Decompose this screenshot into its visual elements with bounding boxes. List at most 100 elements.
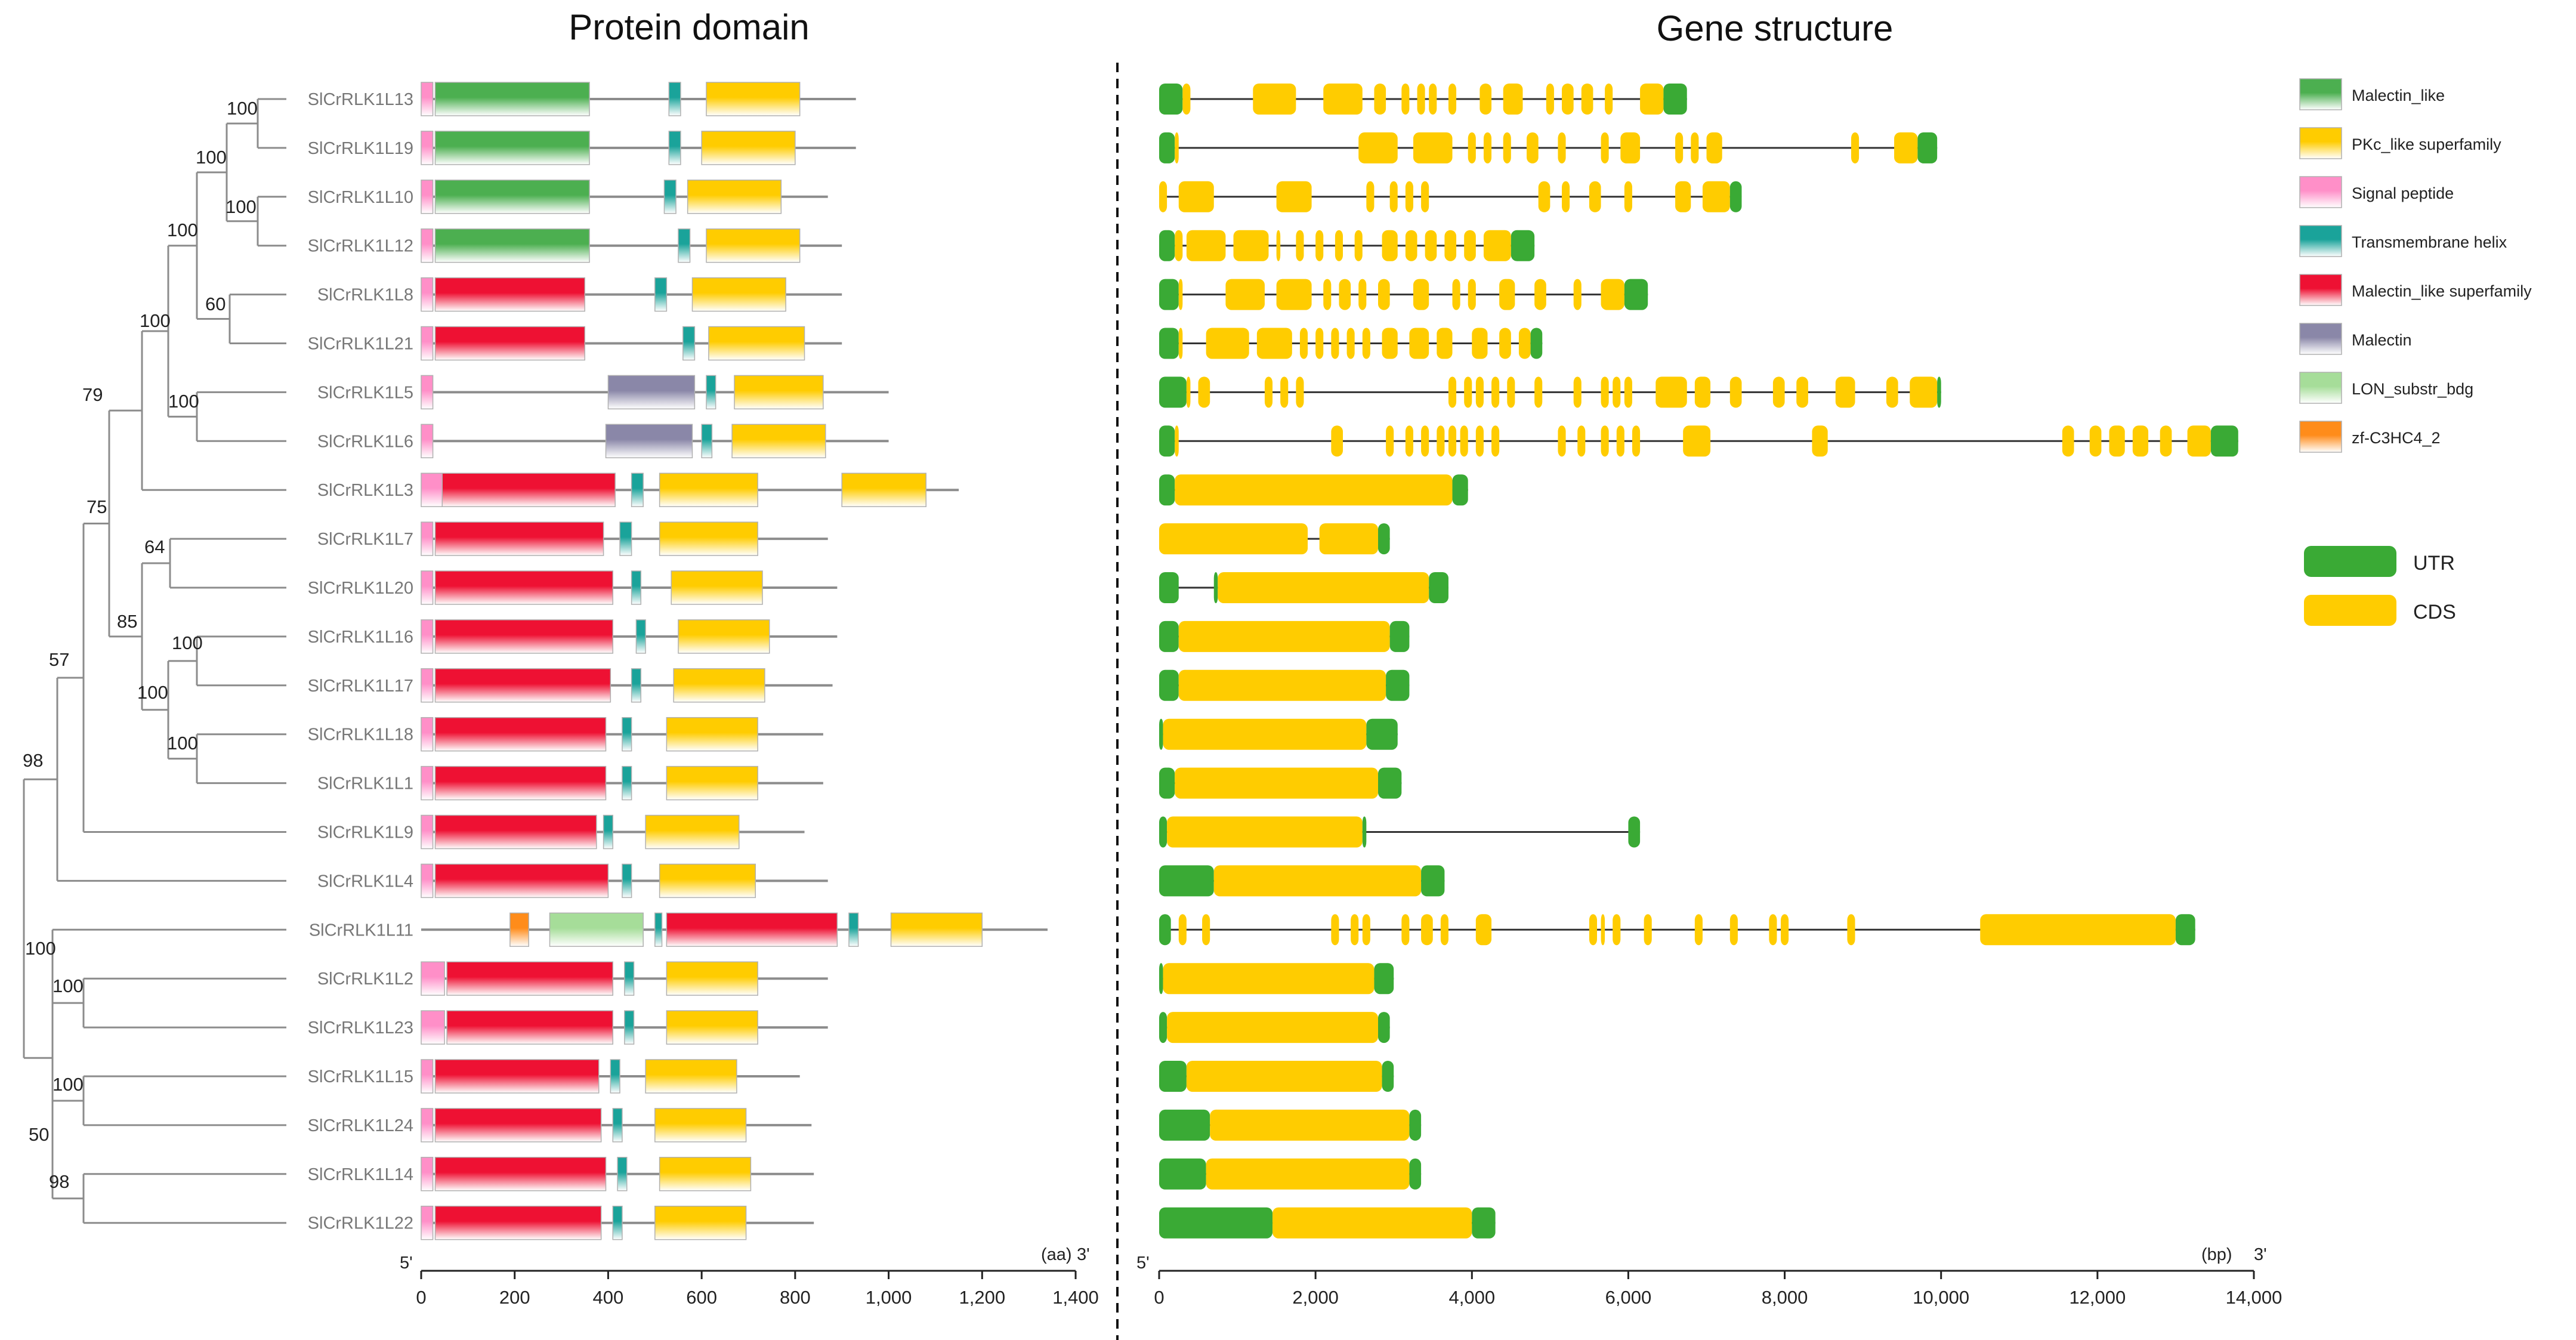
bootstrap-value: 85 — [117, 611, 137, 632]
domain-transmembrane-helix — [848, 912, 859, 947]
gene-row — [1159, 914, 2195, 946]
cds-segment — [1178, 669, 1386, 701]
cds-segment — [1163, 963, 1375, 995]
gene-label-slcrrlk1l22: SlCrRLK1L22 — [308, 1214, 413, 1233]
cds-segment — [1296, 376, 1304, 408]
cds-segment — [1624, 376, 1632, 408]
cds-segment — [1460, 425, 1468, 457]
cds-segment — [1499, 328, 1511, 359]
domain-transmembrane-helix — [622, 765, 632, 801]
domain-transmembrane-helix — [635, 619, 646, 654]
domain-pkc-like-superfamily — [659, 863, 756, 899]
cds-segment — [1468, 132, 1476, 163]
domain-transmembrane-helix — [668, 131, 681, 165]
protein-row — [421, 961, 828, 996]
cds-segment — [1315, 230, 1324, 261]
domain-transmembrane-helix — [631, 570, 642, 605]
gene-label-slcrrlk1l13: SlCrRLK1L13 — [308, 90, 413, 109]
domain-signal-peptide — [421, 228, 434, 263]
protein-axis-tick-label: 0 — [416, 1287, 426, 1308]
domain-pkc-like-superfamily — [687, 180, 782, 214]
cds-segment — [1272, 1207, 1472, 1239]
cds-segment — [1413, 279, 1429, 310]
domain-malectin-like-superfamily — [434, 326, 585, 361]
cds-segment — [1518, 328, 1531, 359]
protein-domain-title: Protein domain — [569, 7, 810, 47]
gene-row — [1159, 132, 1938, 163]
cds-segment — [1534, 376, 1543, 408]
cds-segment — [1835, 376, 1855, 408]
domain-signal-peptide — [421, 961, 445, 996]
utr-segment — [1159, 474, 1175, 506]
cds-segment — [1351, 914, 1359, 946]
bootstrap-value: 100 — [52, 975, 84, 996]
gene-label-slcrrlk1l8: SlCrRLK1L8 — [317, 286, 413, 305]
gene-row — [1159, 181, 1742, 212]
domain-malectin-like-superfamily — [666, 912, 838, 947]
cds-segment — [1464, 376, 1472, 408]
domain-malectin-like-superfamily — [434, 765, 607, 801]
domain-malectin-like — [434, 228, 590, 263]
domain-pkc-like-superfamily — [734, 375, 824, 410]
protein-row — [421, 375, 889, 410]
cds-segment — [1475, 425, 1484, 457]
domain-signal-peptide — [421, 814, 434, 850]
cds-segment — [2187, 425, 2211, 457]
domain-pkc-like-superfamily — [645, 814, 740, 850]
bootstrap-value: 100 — [167, 220, 198, 240]
gene-row — [1159, 718, 1398, 750]
utr-segment — [1159, 718, 1163, 750]
cds-segment — [1601, 376, 1609, 408]
cds-segment — [1769, 914, 1777, 946]
domain-malectin-like-superfamily — [434, 1108, 602, 1143]
domain-pkc-like-superfamily — [701, 131, 796, 165]
utr-segment — [1378, 767, 1402, 799]
phylogenetic-tree: 100 100 100 100 60 100 100 79 64 75 85 100 100 100 57 9… — [23, 98, 286, 1224]
domain-malectin-like — [434, 131, 590, 165]
domain-transmembrane-helix — [619, 521, 632, 556]
cds-segment — [1206, 1158, 1410, 1190]
domain-malectin — [607, 375, 696, 410]
protein-row — [421, 277, 842, 312]
cds-segment — [1491, 376, 1500, 408]
domain-pkc-like-superfamily — [890, 912, 983, 947]
domain-pkc-like-superfamily — [659, 521, 758, 556]
cds-segment — [1534, 279, 1546, 310]
legend-label-malectin-like: Malectin_like — [2352, 87, 2445, 104]
domain-signal-peptide — [421, 521, 434, 556]
cds-segment — [1178, 620, 1390, 652]
utr-segment — [1511, 230, 1535, 261]
utr-segment — [1159, 914, 1171, 946]
legend-gradient-box-icon — [2299, 225, 2342, 257]
utr-segment — [1624, 279, 1648, 310]
gene-label-slcrrlk1l20: SlCrRLK1L20 — [308, 579, 413, 598]
gene-label-slcrrlk1l5: SlCrRLK1L5 — [317, 383, 413, 402]
cds-segment — [1448, 376, 1457, 408]
bootstrap-value: 75 — [87, 496, 107, 517]
cds-segment — [1581, 84, 1593, 115]
domain-pkc-like-superfamily — [691, 277, 786, 312]
domain-signal-peptide — [421, 765, 434, 801]
domain-transmembrane-helix — [612, 1205, 623, 1240]
cds-segment — [1507, 376, 1515, 408]
legend-label-signal-peptide: Signal peptide — [2352, 184, 2454, 202]
utr-segment — [1159, 279, 1179, 310]
domain-pkc-like-superfamily — [673, 668, 765, 703]
gene-structure-panel — [1159, 84, 2238, 1239]
cds-segment — [1163, 718, 1367, 750]
legend-gradient-box-icon — [2299, 421, 2342, 453]
legend-gradient-box-icon — [2299, 78, 2342, 110]
gene-axis-start-label: 5' — [1136, 1253, 1150, 1273]
cds-segment — [1616, 425, 1624, 457]
gene-axis-tick-label: 14,000 — [2226, 1287, 2282, 1308]
legend-gradient-box-icon — [2299, 372, 2342, 404]
cds-segment — [1655, 376, 1687, 408]
cds-segment — [1421, 181, 1429, 212]
cds-segment — [1562, 84, 1574, 115]
bootstrap-value: 64 — [144, 536, 165, 557]
cds-segment — [1440, 914, 1448, 946]
bootstrap-value: 100 — [52, 1074, 84, 1095]
gene-label-slcrrlk1l17: SlCrRLK1L17 — [308, 677, 413, 696]
gene-row — [1159, 963, 1394, 995]
